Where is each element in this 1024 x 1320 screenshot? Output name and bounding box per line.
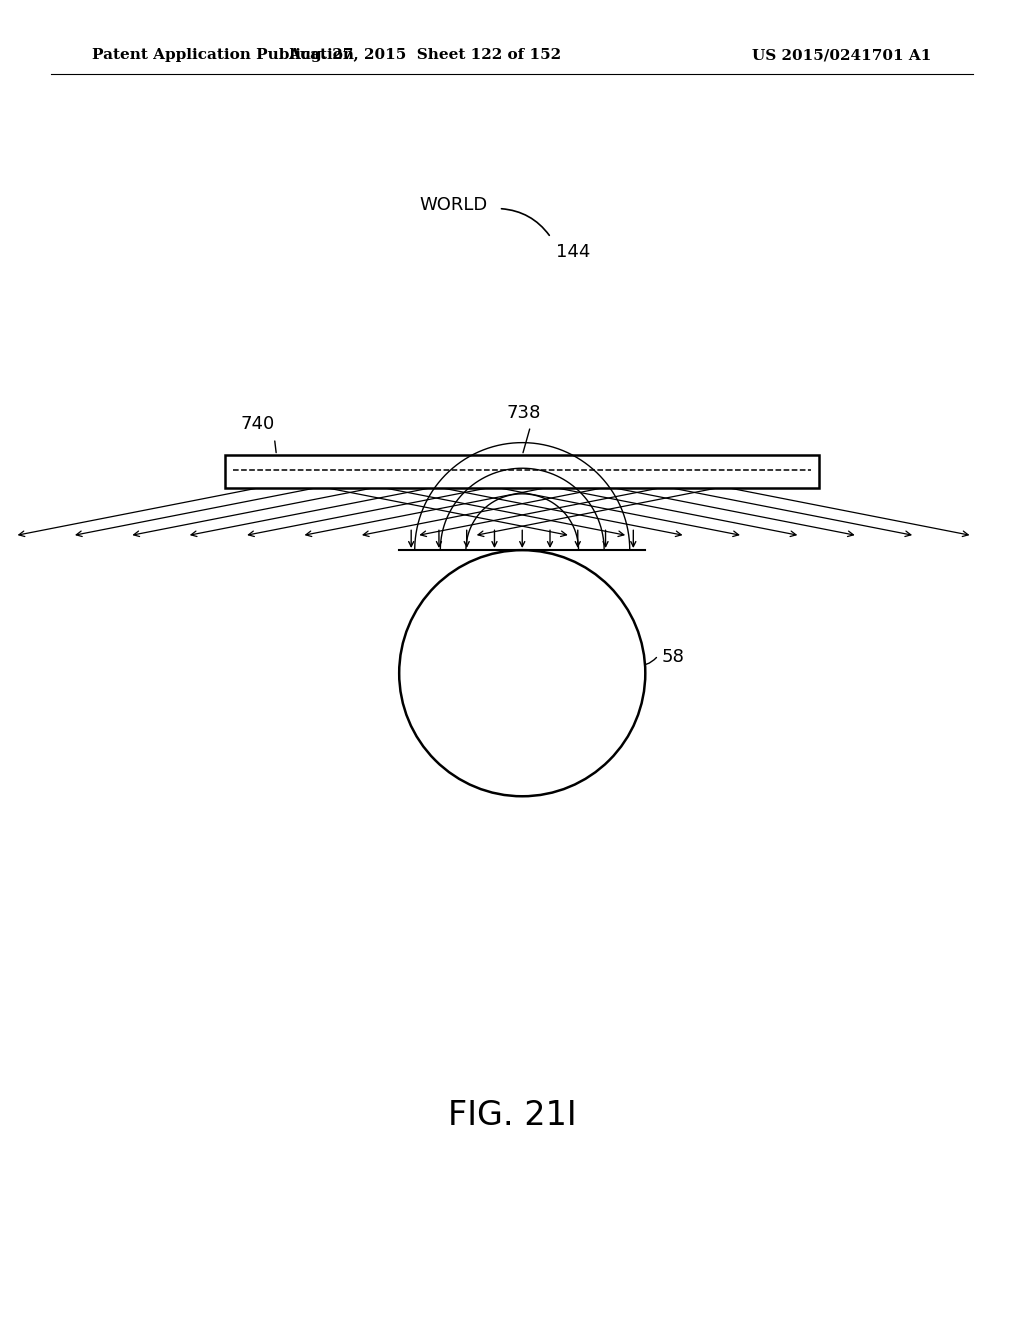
- Text: FIG. 21I: FIG. 21I: [447, 1098, 577, 1133]
- Bar: [225, 455, 819, 488]
- Text: Aug. 27, 2015  Sheet 122 of 152: Aug. 27, 2015 Sheet 122 of 152: [289, 49, 561, 62]
- Text: 740: 740: [241, 414, 274, 433]
- Circle shape: [399, 550, 645, 796]
- Text: WORLD: WORLD: [420, 195, 488, 214]
- Text: Patent Application Publication: Patent Application Publication: [92, 49, 354, 62]
- Text: US 2015/0241701 A1: US 2015/0241701 A1: [753, 49, 932, 62]
- Text: 58: 58: [662, 648, 684, 667]
- Text: 144: 144: [556, 243, 590, 260]
- Text: 738: 738: [507, 404, 542, 422]
